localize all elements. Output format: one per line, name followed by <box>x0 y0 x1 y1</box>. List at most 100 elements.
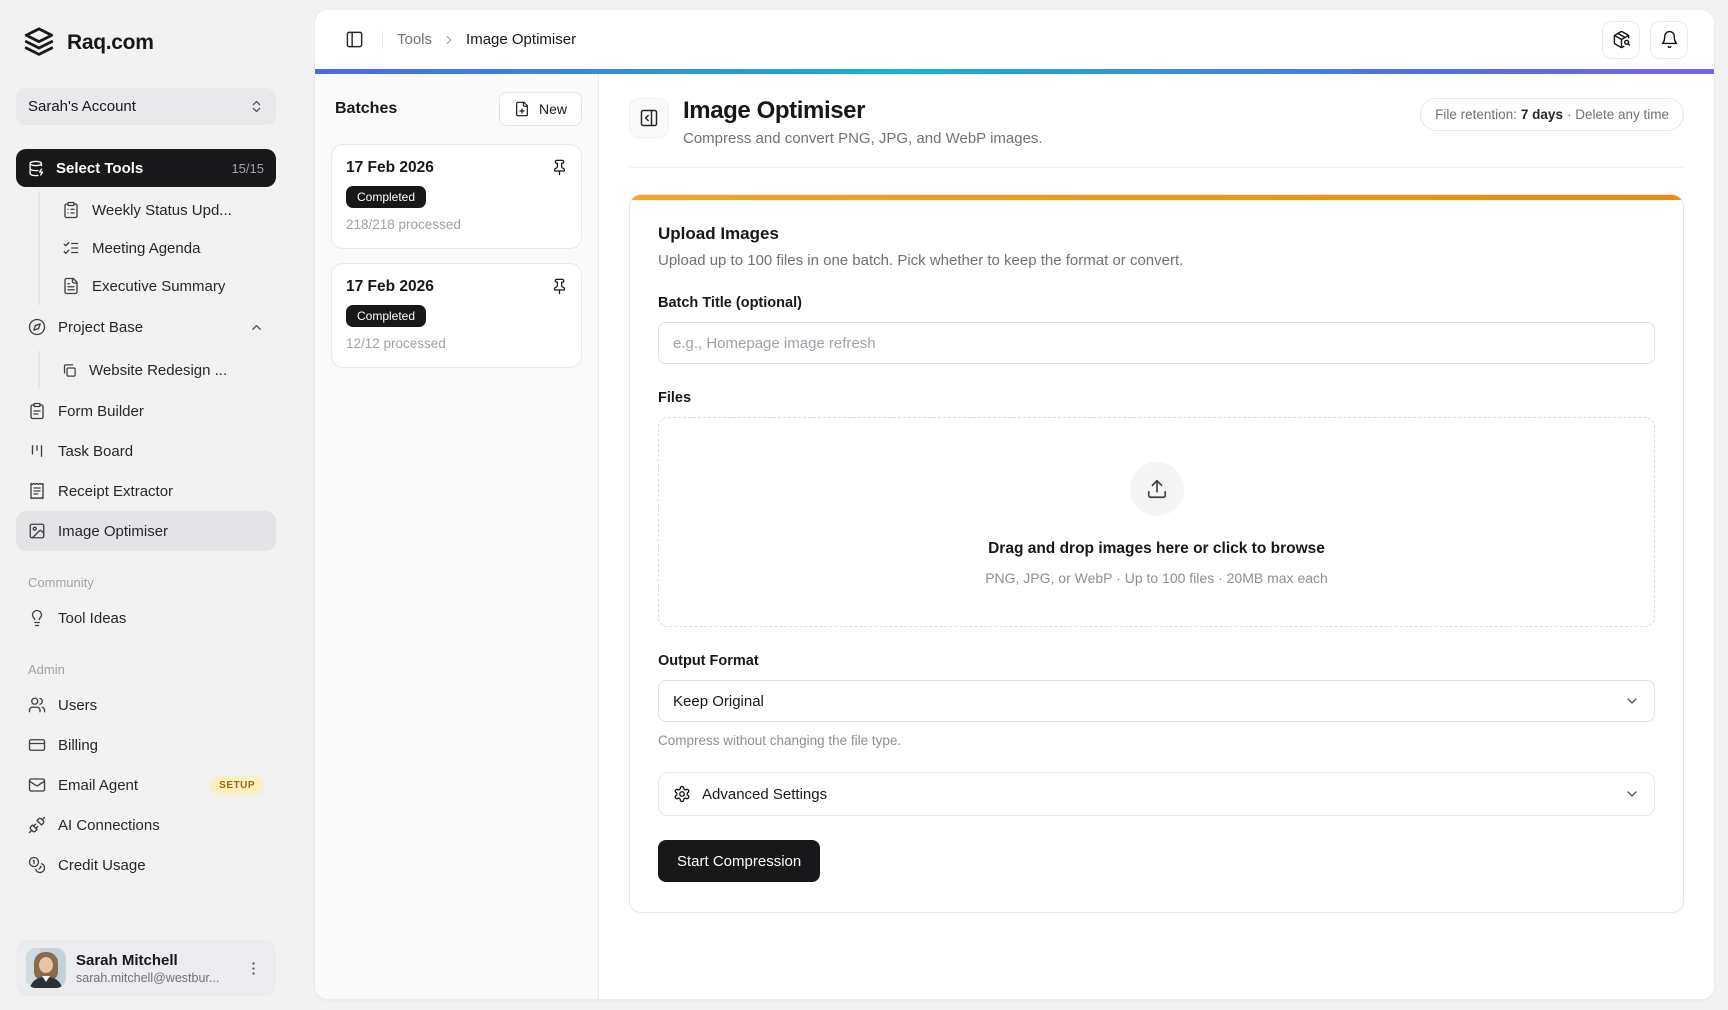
credit-card-icon <box>28 739 46 751</box>
clipboard-icon <box>30 402 44 420</box>
users-icon <box>28 697 46 713</box>
sidebar-item-label: Image Optimiser <box>58 522 169 540</box>
pin-icon <box>553 159 566 176</box>
card-title: Upload Images <box>658 224 779 244</box>
sidebar-item-website-redesign[interactable]: Website Redesign ... <box>40 351 276 389</box>
tools-count: 15/15 <box>231 160 264 176</box>
sidebar-item-billing[interactable]: Billing <box>16 725 276 765</box>
select-tools-children: Weekly Status Upd... Meeting Agenda Exec… <box>38 191 276 305</box>
tool-icon-box <box>629 98 669 138</box>
user-card[interactable]: Sarah Mitchell sarah.mitchell@westbur... <box>16 940 276 996</box>
start-compression-button[interactable]: Start Compression <box>658 840 821 883</box>
breadcrumb-tools[interactable]: Tools <box>397 31 433 48</box>
batch-date: 17 Feb 2026 <box>346 159 434 176</box>
sidebar-item-email-agent[interactable]: Email Agent SETUP <box>16 765 276 805</box>
sidebar-item-users[interactable]: Users <box>16 685 276 725</box>
account-switcher[interactable]: Sarah's Account <box>16 88 276 125</box>
breadcrumb: Tools Image Optimiser <box>397 31 576 48</box>
pin-batch-button[interactable] <box>548 275 571 298</box>
topbar-actions <box>1602 20 1688 59</box>
project-base-children: Website Redesign ... <box>38 351 276 389</box>
sidebar-item-label: Meeting Agenda <box>92 239 201 257</box>
sidebar-item-label: AI Connections <box>58 816 160 834</box>
batch-progress: 218/218 processed <box>346 217 461 232</box>
batch-title-input[interactable] <box>658 322 1655 365</box>
avatar <box>26 948 66 988</box>
sidebar-item-label: Tool Ideas <box>58 609 127 627</box>
sidebar-item-task-board[interactable]: Task Board <box>16 431 276 471</box>
compass-icon <box>28 318 46 336</box>
batch-title-label: Batch Title (optional) <box>658 295 802 312</box>
topbar: Tools Image Optimiser <box>315 10 1714 69</box>
package-search-button[interactable] <box>1602 20 1640 59</box>
sidebar-item-form-builder[interactable]: Form Builder <box>16 391 276 431</box>
sidebar-item-label: Executive Summary <box>92 277 226 295</box>
file-retention-badge: File retention: 7 days · Delete any time <box>1420 98 1684 131</box>
sidebar-item-label: Receipt Extractor <box>58 482 174 500</box>
sidebar-item-meeting-agenda[interactable]: Meeting Agenda <box>40 229 276 267</box>
sidebar-item-ai-connections[interactable]: AI Connections <box>16 805 276 845</box>
batches-panel: Batches New 17 Feb 2026 Completed 218/21… <box>315 74 599 999</box>
output-format-help: Compress without changing the file type. <box>658 733 902 749</box>
sidebar-item-weekly-status[interactable]: Weekly Status Upd... <box>40 191 276 229</box>
sidebar-item-label: Billing <box>58 736 99 754</box>
notifications-button[interactable] <box>1650 20 1688 59</box>
plug-icon <box>28 816 46 834</box>
brand-logo: Raq.com <box>16 24 276 60</box>
coins-icon <box>28 856 46 874</box>
new-batch-button[interactable]: New <box>498 92 582 126</box>
kanban-icon <box>31 445 43 457</box>
chevron-down-icon <box>1624 786 1640 802</box>
sidebar-item-label: Select Tools <box>56 159 144 177</box>
workspace-card: Tools Image Optimiser Batches New <box>314 9 1715 1000</box>
file-dropzone[interactable]: Drag and drop images here or click to br… <box>658 417 1655 628</box>
sidebar-item-label: Task Board <box>58 442 134 460</box>
sidebar-toggle-button[interactable] <box>341 26 368 53</box>
package-search-icon <box>1613 30 1630 49</box>
upload-card-body: Upload Images Upload up to 100 files in … <box>630 200 1683 912</box>
brand-name: Raq.com <box>67 31 154 54</box>
breadcrumb-current: Image Optimiser <box>466 31 577 48</box>
user-email: sarah.mitchell@westbur... <box>76 970 220 985</box>
output-format-select[interactable]: Keep Original <box>658 680 1655 723</box>
file-text-icon <box>64 277 78 295</box>
sidebar-item-receipt-extractor[interactable]: Receipt Extractor <box>16 471 276 511</box>
pin-batch-button[interactable] <box>548 156 571 179</box>
batch-card[interactable]: 17 Feb 2026 Completed 218/218 processed <box>331 144 582 249</box>
card-accent-bar <box>630 195 1683 201</box>
chevron-down-icon <box>1627 698 1637 705</box>
sidebar-item-tool-ideas[interactable]: Tool Ideas <box>16 598 276 638</box>
output-format-label: Output Format <box>658 653 759 670</box>
account-switcher-label: Sarah's Account <box>28 98 136 115</box>
page-title: Image Optimiser <box>683 97 866 124</box>
dropzone-title: Drag and drop images here or click to br… <box>988 540 1325 558</box>
panel-close-icon <box>640 109 658 127</box>
sidebar-item-credit-usage[interactable]: Credit Usage <box>16 845 276 885</box>
user-menu-button[interactable] <box>241 956 266 981</box>
batch-card[interactable]: 17 Feb 2026 Completed 12/12 processed <box>331 263 582 368</box>
card-description: Upload up to 100 files in one batch. Pic… <box>658 252 1184 270</box>
sidebar-item-image-optimiser[interactable]: Image Optimiser <box>16 511 276 551</box>
file-plus-icon <box>516 101 528 117</box>
pages-icon <box>63 363 76 377</box>
sidebar-item-executive-summary[interactable]: Executive Summary <box>40 267 276 305</box>
sidebar-item-label: Form Builder <box>58 402 144 420</box>
more-vertical-icon <box>252 961 255 975</box>
database-zap-icon <box>29 160 44 176</box>
retention-prefix: File retention: <box>1435 107 1517 122</box>
user-meta: Sarah Mitchell sarah.mitchell@westbur... <box>76 952 219 985</box>
panel-left-icon <box>346 31 363 48</box>
tool-header: Image Optimiser Compress and convert PNG… <box>629 97 1684 169</box>
layers-logo-icon <box>22 26 56 60</box>
chevrons-up-down-icon <box>252 100 261 113</box>
sidebar-item-project-base[interactable]: Project Base <box>16 307 276 347</box>
advanced-settings-toggle[interactable]: Advanced Settings <box>658 772 1655 817</box>
receipt-icon <box>30 482 44 500</box>
upload-icon <box>1147 480 1166 499</box>
status-badge: Completed <box>346 186 427 208</box>
sidebar-item-select-tools[interactable]: Select Tools 15/15 <box>16 149 276 187</box>
retention-suffix: · Delete any time <box>1566 107 1669 122</box>
dropzone-hint: PNG, JPG, or WebP · Up to 100 files · 20… <box>985 570 1328 587</box>
mail-icon <box>28 778 46 792</box>
sidebar-item-label: Project Base <box>58 318 144 336</box>
